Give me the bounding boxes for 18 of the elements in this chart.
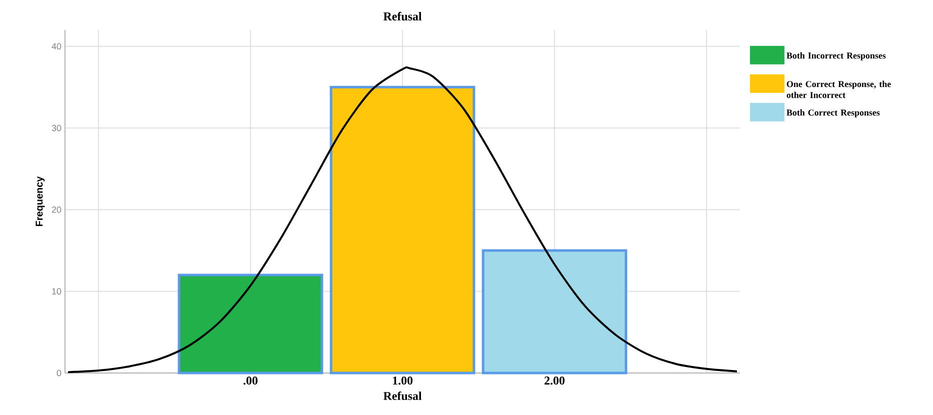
legend-label: Both Correct Responses	[786, 109, 880, 118]
x-tick-label: .00	[244, 376, 258, 385]
x-tick-label: 1.00	[392, 376, 413, 385]
y-tick-label: 30	[52, 124, 62, 132]
y-axis-title: Frequency	[36, 176, 45, 226]
bar	[482, 249, 628, 374]
legend-label: Both Incorrect Responses	[786, 52, 886, 60]
line-series	[67, 66, 738, 374]
bar	[178, 274, 324, 374]
chart-title: Refusal	[383, 12, 422, 20]
y-tick-label: 0	[56, 370, 62, 376]
y-tick-label: 20	[52, 206, 62, 213]
y-tick-label: 40	[52, 43, 62, 50]
legend-label: One Correct Response, the other Incorrect	[786, 80, 891, 98]
y-tick-label: 10	[52, 288, 62, 295]
bar	[330, 86, 476, 374]
x-axis-title: Refusal	[383, 391, 422, 400]
x-tick-label: 2.00	[544, 376, 565, 385]
